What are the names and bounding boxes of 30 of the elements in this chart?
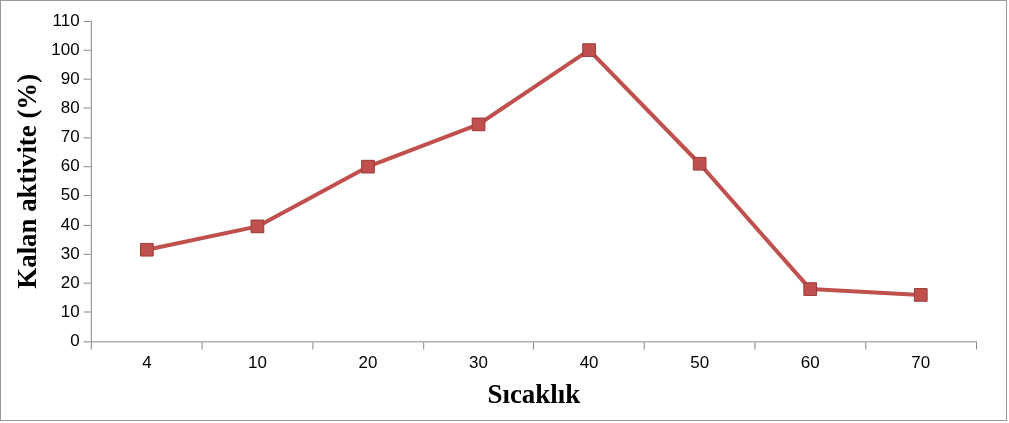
y-tick-label: 10 — [60, 302, 80, 322]
y-tick-label: 20 — [60, 272, 80, 292]
y-tick-label: 40 — [60, 214, 80, 234]
y-axis-title: Kalan aktivite (%) — [12, 73, 43, 289]
y-tick-label: 90 — [60, 68, 80, 88]
y-tick-label: 50 — [60, 185, 80, 205]
x-tick-label: 60 — [800, 353, 820, 373]
y-tick-label: 80 — [60, 98, 80, 118]
x-axis-title: Sıcaklık — [487, 378, 581, 409]
y-tick-label: 70 — [60, 127, 80, 147]
point — [140, 242, 154, 257]
point — [582, 43, 596, 57]
y-tick-label: 100 — [51, 39, 80, 59]
point — [913, 288, 928, 302]
point — [692, 156, 707, 171]
x-tick-label: 70 — [911, 353, 931, 373]
y-tick-label: 30 — [60, 243, 80, 263]
point — [361, 159, 375, 174]
y-tick-label: 60 — [60, 156, 80, 176]
point — [471, 117, 486, 132]
x-tick-label: 30 — [469, 353, 488, 373]
x-tick-label: 50 — [690, 353, 710, 373]
x-tick-label: 20 — [358, 353, 378, 373]
x-tick-label: 40 — [579, 353, 599, 373]
y-tick-label: 0 — [70, 331, 80, 351]
point — [803, 282, 818, 296]
x-tick-label: 4 — [142, 353, 152, 373]
point — [250, 219, 265, 234]
y-tick-label: 110 — [52, 10, 80, 30]
x-tick-label: 10 — [247, 353, 267, 373]
